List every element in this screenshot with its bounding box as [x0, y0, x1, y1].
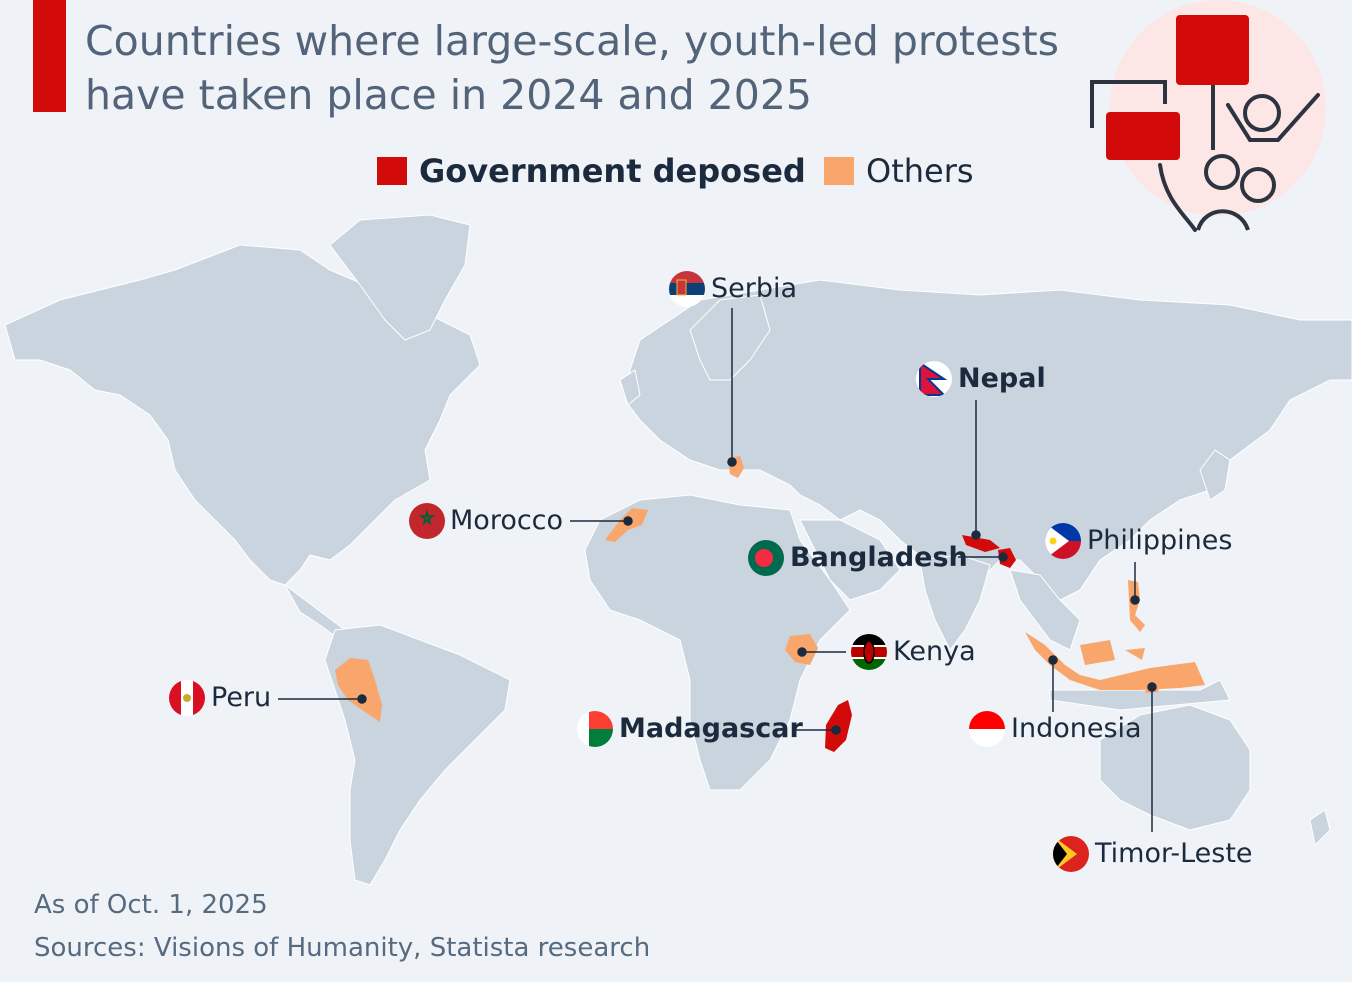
greenland-landmass: [329, 214, 471, 341]
title-accent-bar: [33, 0, 66, 112]
country-label-philippines: Philippines: [1087, 525, 1233, 556]
africa-landmass: [584, 494, 851, 791]
country-label-serbia: Serbia: [711, 273, 798, 304]
southeast-asia-landmass: [1009, 569, 1081, 651]
protest-illustration-icon: [1090, 0, 1326, 232]
flag-kenya-icon: [851, 634, 887, 670]
page-title: Countries where large-scale, youth-led p…: [85, 14, 1085, 122]
country-label-morocco: Morocco: [450, 505, 564, 536]
uk-landmass: [619, 369, 641, 406]
new-zealand-landmass: [1309, 809, 1331, 847]
flag-madagascar-icon: [577, 711, 613, 747]
flag-serbia-icon: [669, 271, 705, 307]
legend-label-deposed: Government deposed: [419, 152, 806, 190]
country-shape-peru: [335, 658, 382, 722]
flag-timor-leste-icon: [1053, 836, 1089, 872]
north-america-landmass: [4, 244, 481, 586]
legend-label-others: Others: [866, 152, 974, 190]
flag-peru-icon: [169, 680, 205, 716]
country-shape-philippines: [1128, 580, 1145, 632]
country-label-timor-leste: Timor-Leste: [1095, 838, 1253, 869]
country-shape-nepal: [962, 535, 1000, 552]
flag-morocco-icon: [409, 503, 445, 539]
title-line-2: have taken place in 2024 and 2025: [85, 71, 812, 119]
country-label-bangladesh: Bangladesh: [790, 542, 968, 573]
country-label-kenya: Kenya: [893, 636, 976, 667]
country-label-nepal: Nepal: [958, 363, 1046, 394]
country-label-peru: Peru: [211, 682, 272, 713]
scandinavia-landmass: [689, 294, 771, 381]
title-line-1: Countries where large-scale, youth-led p…: [85, 17, 1060, 65]
country-shape-indonesia: [1025, 632, 1205, 690]
legend-swatch-deposed: [377, 157, 407, 185]
legend-item-others: Others: [824, 152, 974, 190]
sources-note: Sources: Visions of Humanity, Statista r…: [34, 933, 651, 963]
flag-philippines-icon: [1045, 523, 1081, 559]
as-of-date: As of Oct. 1, 2025: [34, 890, 268, 920]
flag-bangladesh-icon: [748, 540, 784, 576]
legend-swatch-others: [824, 157, 854, 185]
country-label-madagascar: Madagascar: [619, 713, 803, 744]
india-landmass: [919, 554, 991, 651]
arabia-landmass: [799, 519, 901, 601]
indonesia-base-landmass: [1049, 679, 1231, 711]
australia-landmass: [1099, 704, 1251, 831]
flag-nepal-icon: [916, 361, 952, 397]
country-label-indonesia: Indonesia: [1011, 713, 1142, 744]
flag-indonesia-icon: [969, 711, 1005, 747]
japan-landmass: [1199, 449, 1231, 501]
legend-item-deposed: Government deposed: [377, 152, 806, 190]
